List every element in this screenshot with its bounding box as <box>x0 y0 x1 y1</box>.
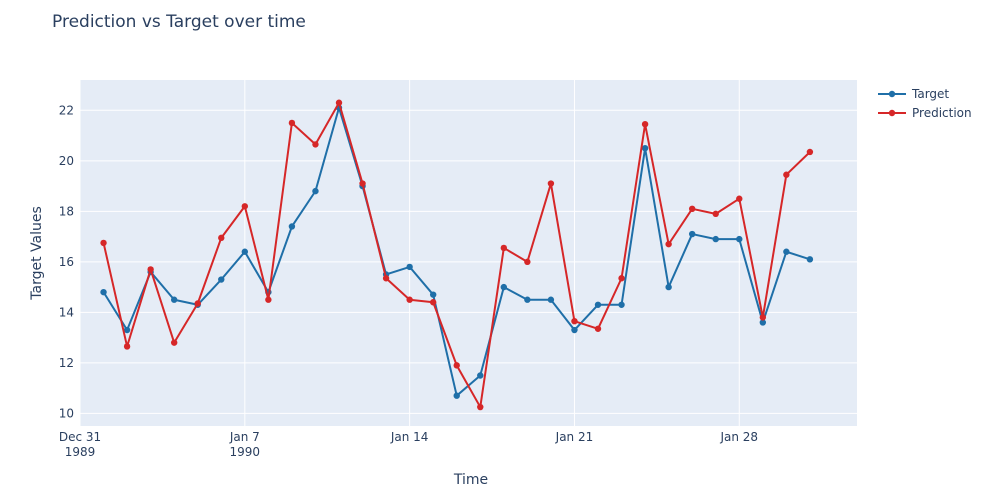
data-point-target <box>477 372 484 379</box>
data-point-prediction <box>147 266 154 273</box>
legend-marker <box>888 90 896 98</box>
data-point-target <box>170 296 178 303</box>
data-point-prediction <box>547 180 555 187</box>
series-layer <box>100 99 814 411</box>
data-point-prediction <box>783 171 790 178</box>
data-point-target <box>759 319 767 326</box>
data-point-prediction <box>100 239 107 247</box>
data-point-target <box>524 296 531 303</box>
x-tick-label: Jan 21 <box>555 430 594 444</box>
data-point-prediction <box>759 314 767 321</box>
plot-background <box>80 80 857 426</box>
x-tick-label: Jan 14 <box>390 430 429 444</box>
data-point-prediction <box>618 275 625 282</box>
data-point-target <box>594 301 602 308</box>
data-point-prediction <box>382 275 390 282</box>
data-point-target <box>406 263 413 271</box>
data-point-target <box>688 230 696 238</box>
data-point-target <box>218 276 225 283</box>
data-point-target <box>641 144 649 152</box>
data-point-prediction <box>712 210 719 218</box>
legend[interactable]: Target Prediction <box>878 87 972 120</box>
y-tick-label: 16 <box>59 255 74 269</box>
y-tick-label: 22 <box>59 103 74 117</box>
data-point-target <box>736 235 743 243</box>
data-point-prediction <box>524 258 531 266</box>
data-point-prediction <box>241 203 249 210</box>
data-point-prediction <box>265 296 272 303</box>
y-tick-label: 18 <box>59 204 74 218</box>
data-point-prediction <box>594 325 602 332</box>
data-point-target <box>288 223 296 230</box>
data-point-target <box>312 187 319 195</box>
data-point-prediction <box>288 119 296 127</box>
legend-item-prediction[interactable]: Prediction <box>878 106 972 120</box>
data-point-target <box>665 283 672 291</box>
data-point-prediction <box>123 343 131 350</box>
data-point-target <box>571 326 578 334</box>
data-point-prediction <box>665 240 672 248</box>
x-tick-label: Dec 31 <box>59 430 101 444</box>
data-point-prediction <box>359 180 366 187</box>
data-point-prediction <box>736 195 743 202</box>
data-point-target <box>241 248 249 255</box>
data-point-prediction <box>406 296 413 303</box>
chart-title: Prediction vs Target over time <box>52 12 306 32</box>
legend-marker <box>888 109 896 117</box>
data-point-prediction <box>806 148 814 156</box>
data-point-prediction <box>453 362 460 369</box>
data-point-prediction <box>218 234 225 242</box>
data-point-target <box>783 248 790 255</box>
data-point-target <box>618 301 625 308</box>
data-point-prediction <box>571 317 578 325</box>
y-axis-title: Target Values <box>29 206 45 301</box>
data-point-prediction <box>170 339 178 346</box>
data-point-target <box>123 326 131 334</box>
y-tick-label: 14 <box>59 305 74 319</box>
data-point-target <box>547 296 555 303</box>
series-prediction <box>100 99 814 411</box>
data-point-prediction <box>429 299 437 306</box>
x-tick-label: Jan 28 <box>719 430 758 444</box>
legend-label: Prediction <box>912 106 972 120</box>
y-tick-label: 20 <box>59 154 74 168</box>
data-point-target <box>712 235 719 243</box>
legend-item-target[interactable]: Target <box>878 87 949 101</box>
series-target <box>100 104 814 399</box>
data-point-prediction <box>688 205 696 213</box>
y-tick-label: 12 <box>59 356 74 370</box>
x-tick-sublabel: 1990 <box>230 445 261 459</box>
data-point-prediction <box>477 403 484 411</box>
x-axis-title: Time <box>453 472 488 488</box>
data-point-prediction <box>641 120 649 128</box>
data-point-target <box>453 392 460 399</box>
x-tick-sublabel: 1989 <box>65 445 96 459</box>
data-point-prediction <box>335 99 343 106</box>
y-axis-ticks: 10 12 14 16 18 20 22 <box>59 103 74 420</box>
x-tick-label: Jan 7 <box>229 430 260 444</box>
data-point-target <box>100 288 107 296</box>
data-point-target <box>806 256 814 263</box>
data-point-prediction <box>500 244 508 252</box>
data-point-target <box>500 283 508 291</box>
legend-label: Target <box>911 87 949 101</box>
data-point-prediction <box>194 300 201 307</box>
data-point-target <box>429 291 437 298</box>
data-point-prediction <box>312 141 319 148</box>
y-tick-label: 10 <box>59 406 74 420</box>
